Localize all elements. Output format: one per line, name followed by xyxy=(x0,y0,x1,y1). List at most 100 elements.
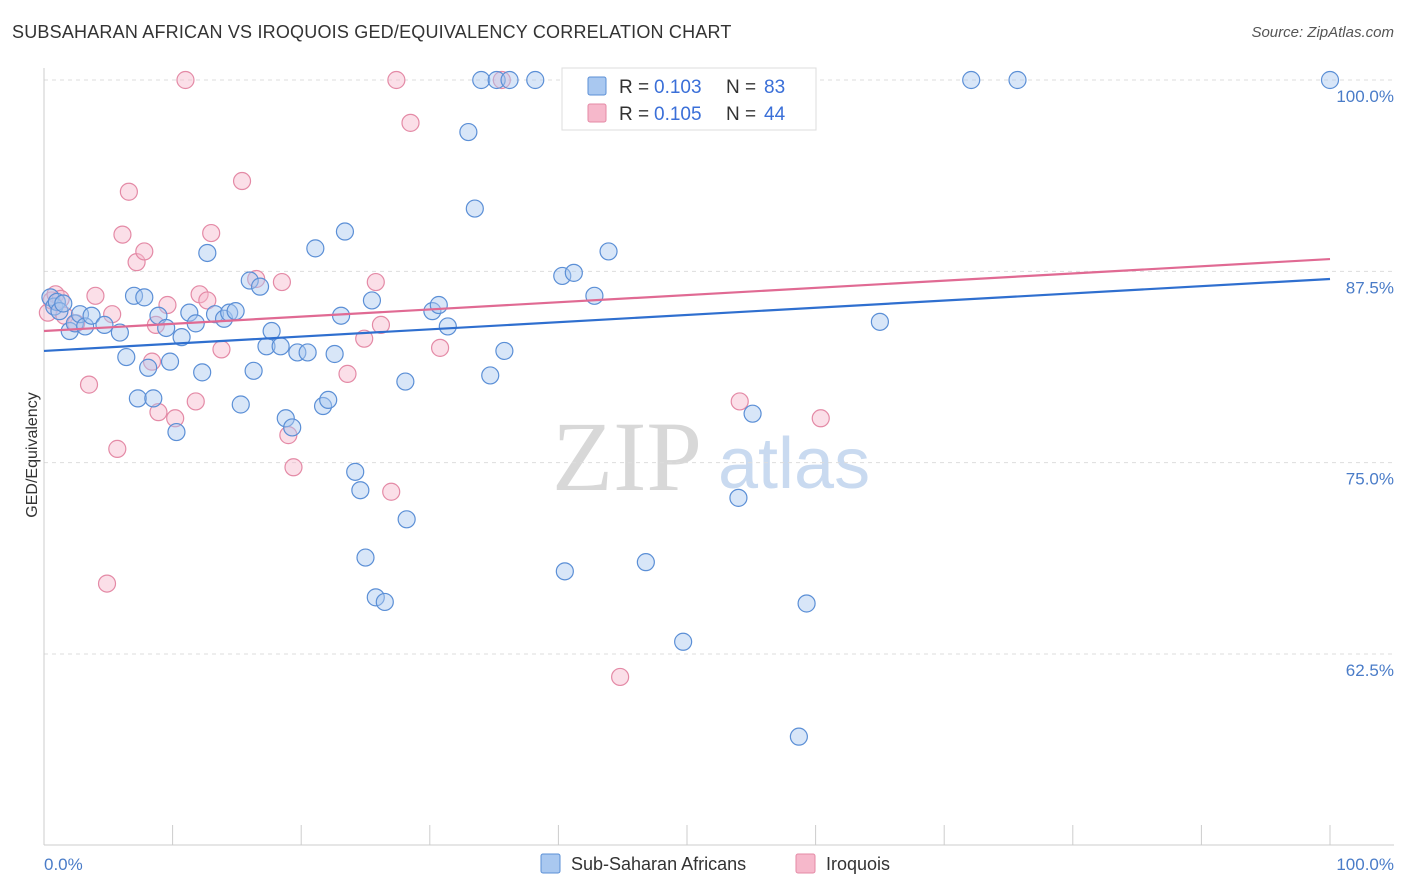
x-tick-label-max: 100.0% xyxy=(1336,855,1394,874)
series-legend: Sub-Saharan Africans Iroquois xyxy=(540,853,890,874)
sub-saharan-point xyxy=(429,295,448,315)
iroquois-point xyxy=(149,403,168,422)
sub-saharan-point xyxy=(351,481,370,500)
sub-saharan-point xyxy=(438,317,457,336)
sub-saharan-point xyxy=(553,266,572,286)
chart-title: SUBSAHARAN AFRICAN VS IROQUOIS GED/EQUIV… xyxy=(12,22,732,42)
iroquois-points xyxy=(38,70,830,687)
axes xyxy=(43,68,1394,846)
sub-saharan-point xyxy=(54,294,73,313)
iroquois-point xyxy=(108,439,127,458)
sub-saharan-point xyxy=(674,632,693,651)
sub-saharan-point xyxy=(139,358,158,377)
sub-saharan-point xyxy=(283,418,302,437)
legend-r-value-1: 0.103 xyxy=(654,77,702,98)
y-tick-labels: 62.5% 75.0% 87.5% 100.0% xyxy=(1336,87,1394,680)
sub-saharan-point xyxy=(231,395,250,414)
iroquois-trend-line xyxy=(43,257,1331,333)
sub-saharan-point xyxy=(325,344,344,364)
series-legend-label-pink: Iroquois xyxy=(826,854,890,874)
iroquois-point xyxy=(401,113,420,132)
sub-saharan-point xyxy=(319,390,338,410)
sub-saharan-point xyxy=(487,70,506,90)
iroquois-point xyxy=(202,223,221,243)
iroquois-point xyxy=(355,329,374,348)
watermark: ZIP atlas xyxy=(552,401,870,512)
sub-saharan-point xyxy=(465,199,484,218)
iroquois-point xyxy=(135,242,154,261)
series-legend-label-blue: Sub-Saharan Africans xyxy=(571,854,746,874)
sub-saharan-point xyxy=(375,592,394,612)
sub-saharan-point xyxy=(729,488,748,507)
iroquois-point xyxy=(272,272,292,292)
sub-saharan-point xyxy=(226,302,245,321)
sub-saharan-point xyxy=(1320,70,1340,90)
sub-saharan-point xyxy=(599,242,618,261)
sub-saharan-point xyxy=(585,286,604,305)
sub-saharan-point xyxy=(366,588,385,607)
sub-saharan-point xyxy=(555,562,574,581)
iroquois-point xyxy=(166,409,185,428)
y-axis-label: GED/Equivalency xyxy=(24,392,41,517)
sub-saharan-point xyxy=(198,243,217,263)
sub-saharan-point xyxy=(397,510,416,529)
iroquois-point xyxy=(79,375,99,394)
sub-saharan-point xyxy=(180,303,199,322)
iroquois-point xyxy=(86,286,105,305)
legend-swatch-blue xyxy=(587,76,607,96)
iroquois-point xyxy=(212,340,231,359)
series-legend-swatch-blue xyxy=(540,853,561,874)
watermark-zip: ZIP xyxy=(552,401,702,512)
sub-saharan-point xyxy=(743,404,762,423)
iroquois-point xyxy=(198,291,217,310)
sub-saharan-point xyxy=(95,315,114,335)
sub-saharan-point xyxy=(306,239,325,258)
sub-saharan-point xyxy=(346,462,365,481)
sub-saharan-point xyxy=(193,363,212,382)
iroquois-point xyxy=(366,272,385,292)
legend-n-label-1: N = xyxy=(726,77,756,98)
sub-saharan-point xyxy=(244,361,263,380)
sub-saharan-point xyxy=(117,347,136,367)
iroquois-point xyxy=(113,225,132,244)
iroquois-point xyxy=(382,482,401,501)
sub-saharan-point xyxy=(271,337,290,356)
sub-saharan-point xyxy=(110,323,129,342)
sub-saharan-point xyxy=(262,321,281,341)
sub-saharan-point xyxy=(298,343,317,362)
iroquois-point xyxy=(284,458,303,477)
legend-r-label-2: R = xyxy=(619,104,649,125)
sub-saharan-point xyxy=(65,314,84,333)
iroquois-point xyxy=(492,70,511,90)
iroquois-point xyxy=(611,667,630,687)
sub-saharan-point xyxy=(128,389,147,408)
series-legend-swatch-pink xyxy=(795,853,816,874)
sub-saharan-point xyxy=(276,409,295,428)
iroquois-point xyxy=(176,70,195,90)
legend-r-label-1: R = xyxy=(619,77,649,98)
sub-saharan-point xyxy=(157,318,176,338)
legend-n-label-2: N = xyxy=(726,104,756,125)
sub-saharan-point xyxy=(82,306,101,325)
sub-saharan-point xyxy=(481,366,500,385)
iroquois-point xyxy=(186,392,205,411)
sub-saharan-point xyxy=(250,277,270,296)
sub-saharan-point xyxy=(636,553,655,572)
correlation-legend: R = 0.103 N = 83 R = 0.105 N = 44 xyxy=(561,67,817,131)
sub-saharan-point xyxy=(797,594,816,613)
sub-saharan-point xyxy=(472,70,491,90)
sub-saharan-point xyxy=(564,263,583,282)
iroquois-point xyxy=(119,182,138,201)
sub-saharan-point xyxy=(1008,70,1027,90)
sub-saharan-point xyxy=(160,352,180,371)
sub-saharan-point xyxy=(167,422,186,442)
legend-swatch-pink xyxy=(587,103,607,123)
y-tick-label: 87.5% xyxy=(1346,278,1394,297)
iroquois-point xyxy=(97,574,117,593)
y-tick-label: 100.0% xyxy=(1336,87,1394,106)
iroquois-point xyxy=(430,338,450,357)
sub-saharan-point xyxy=(76,317,95,336)
iroquois-point xyxy=(730,392,749,411)
sub-saharan-point xyxy=(789,727,808,746)
